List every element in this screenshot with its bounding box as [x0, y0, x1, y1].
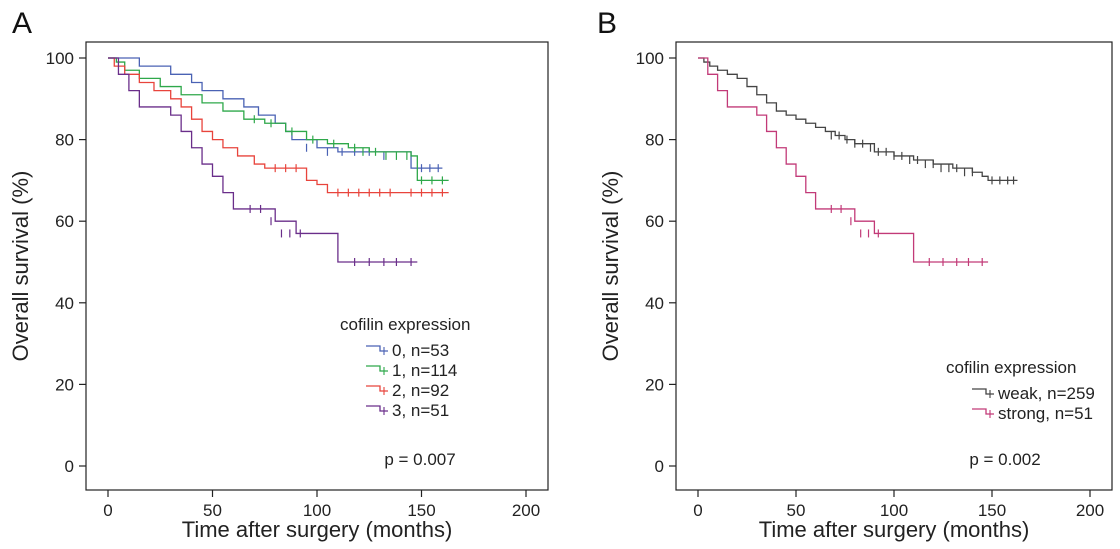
- series-line-0-n-53: [108, 57, 443, 169]
- x-tick-label: 200: [1076, 501, 1104, 520]
- legend-entry: weak, n=259: [997, 384, 1095, 403]
- legend-title: cofilin expression: [340, 315, 470, 334]
- x-tick-label: 150: [978, 501, 1006, 520]
- x-tick-label: 100: [880, 501, 908, 520]
- x-tick-label: 100: [303, 501, 331, 520]
- legend-swatch: [366, 345, 388, 352]
- legend-entry: strong, n=51: [998, 404, 1093, 423]
- x-tick-label: 0: [103, 501, 112, 520]
- panel-label: A: [12, 7, 32, 40]
- series-line-3-n-51: [108, 57, 418, 263]
- series-line-weak-n-259: [698, 57, 1018, 182]
- x-tick-label: 0: [693, 501, 702, 520]
- y-tick-label: 20: [645, 375, 664, 394]
- y-tick-label: 60: [55, 212, 74, 231]
- x-tick-label: 50: [203, 501, 222, 520]
- legend-swatch: [972, 408, 994, 415]
- legend-swatch: [972, 388, 994, 395]
- y-tick-label: 60: [645, 212, 664, 231]
- x-axis-label: Time after surgery (months): [759, 517, 1030, 542]
- legend-entry: 3, n=51: [392, 401, 449, 420]
- x-tick-label: 200: [512, 501, 540, 520]
- y-axis-label: Overall survival (%): [8, 171, 33, 362]
- x-tick-label: 150: [407, 501, 435, 520]
- y-tick-label: 40: [55, 294, 74, 313]
- legend-swatch: [366, 405, 388, 412]
- p-value-label: p = 0.002: [969, 450, 1040, 469]
- series-line-strong-n-51: [698, 57, 989, 263]
- y-tick-label: 0: [65, 457, 74, 476]
- y-tick-label: 80: [645, 131, 664, 150]
- legend-entry: 0, n=53: [392, 341, 449, 360]
- y-axis-label: Overall survival (%): [598, 171, 623, 362]
- panel-label: B: [597, 7, 617, 40]
- legend-title: cofilin expression: [946, 358, 1076, 377]
- x-axis-label: Time after surgery (months): [182, 517, 453, 542]
- y-tick-label: 100: [46, 49, 74, 68]
- legend-entry: 1, n=114: [392, 361, 457, 380]
- legend-swatch: [366, 365, 388, 372]
- p-value-label: p = 0.007: [384, 450, 455, 469]
- series-line-2-n-92: [108, 57, 449, 194]
- y-tick-label: 100: [636, 49, 664, 68]
- y-tick-label: 0: [655, 457, 664, 476]
- legend-entry: 2, n=92: [392, 381, 449, 400]
- y-tick-label: 40: [645, 294, 664, 313]
- y-tick-label: 80: [55, 131, 74, 150]
- plot-frame: [85, 41, 549, 491]
- legend-swatch: [366, 385, 388, 392]
- x-tick-label: 50: [787, 501, 806, 520]
- y-tick-label: 20: [55, 375, 74, 394]
- series-line-1-n-114: [108, 57, 449, 182]
